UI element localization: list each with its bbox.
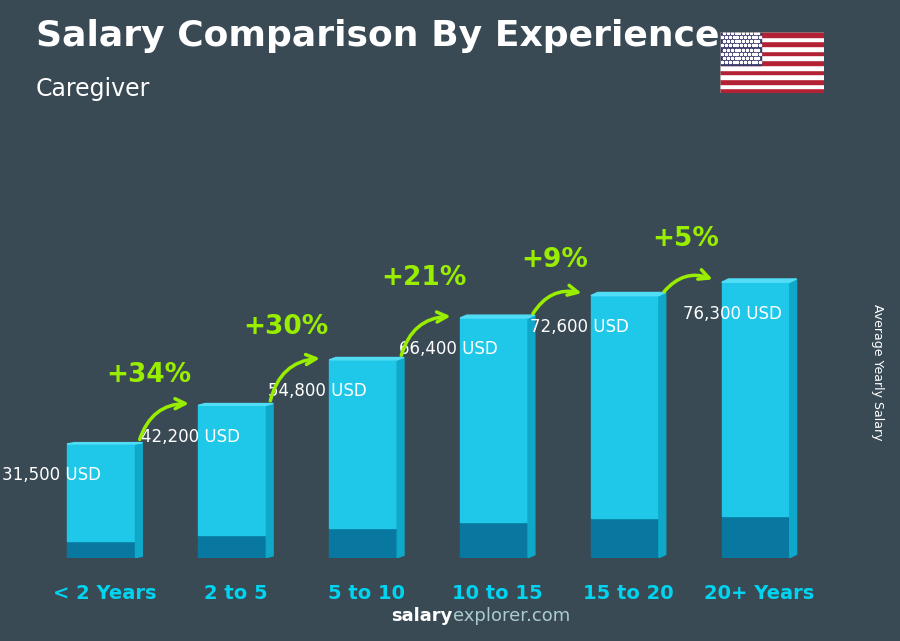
Text: 15 to 20: 15 to 20 (583, 584, 673, 603)
Text: 72,600 USD: 72,600 USD (530, 318, 628, 336)
Text: < 2 Years: < 2 Years (53, 584, 157, 603)
Text: +21%: +21% (381, 265, 466, 291)
Text: 2 to 5: 2 to 5 (204, 584, 267, 603)
Text: 31,500 USD: 31,500 USD (2, 466, 101, 485)
Polygon shape (659, 292, 666, 558)
Text: Caregiver: Caregiver (36, 77, 150, 101)
Bar (460, 522, 528, 558)
Bar (329, 528, 397, 558)
Bar (722, 282, 790, 517)
Text: salary: salary (392, 607, 453, 625)
Bar (329, 360, 397, 528)
Bar (720, 83, 824, 88)
Text: 42,200 USD: 42,200 USD (141, 428, 240, 445)
Text: +30%: +30% (244, 314, 329, 340)
Bar (720, 60, 824, 65)
Polygon shape (68, 442, 142, 444)
Polygon shape (528, 315, 535, 558)
Text: 20+ Years: 20+ Years (704, 584, 815, 603)
Text: 66,400 USD: 66,400 USD (399, 340, 498, 358)
Polygon shape (460, 315, 535, 318)
Text: Average Yearly Salary: Average Yearly Salary (871, 304, 884, 440)
Text: +34%: +34% (106, 362, 192, 388)
Polygon shape (397, 358, 404, 558)
Bar (460, 318, 528, 522)
Text: 54,800 USD: 54,800 USD (268, 382, 366, 400)
Bar (720, 74, 824, 79)
Bar (720, 88, 824, 93)
Bar (720, 65, 824, 69)
Polygon shape (198, 404, 273, 405)
Text: 5 to 10: 5 to 10 (328, 584, 405, 603)
Polygon shape (266, 404, 273, 558)
Bar (720, 69, 824, 74)
Text: +9%: +9% (521, 247, 588, 272)
Bar (591, 519, 659, 558)
Polygon shape (136, 442, 142, 558)
Bar (720, 46, 824, 51)
Bar (720, 32, 761, 65)
Bar (720, 51, 824, 56)
Text: 76,300 USD: 76,300 USD (683, 304, 781, 322)
Bar (198, 535, 266, 558)
Bar (68, 540, 136, 558)
Polygon shape (722, 279, 796, 282)
Bar (591, 296, 659, 519)
Text: +5%: +5% (652, 226, 719, 252)
Bar (68, 444, 136, 540)
Text: Salary Comparison By Experience: Salary Comparison By Experience (36, 19, 719, 53)
Bar (720, 37, 824, 42)
Bar (720, 42, 824, 46)
Bar (720, 79, 824, 83)
Bar (722, 517, 790, 558)
Bar (720, 32, 824, 37)
Bar (198, 405, 266, 535)
Text: explorer.com: explorer.com (453, 607, 570, 625)
Bar (720, 56, 824, 60)
Polygon shape (591, 292, 666, 296)
Polygon shape (790, 279, 796, 558)
Text: 10 to 15: 10 to 15 (452, 584, 543, 603)
Polygon shape (329, 358, 404, 360)
